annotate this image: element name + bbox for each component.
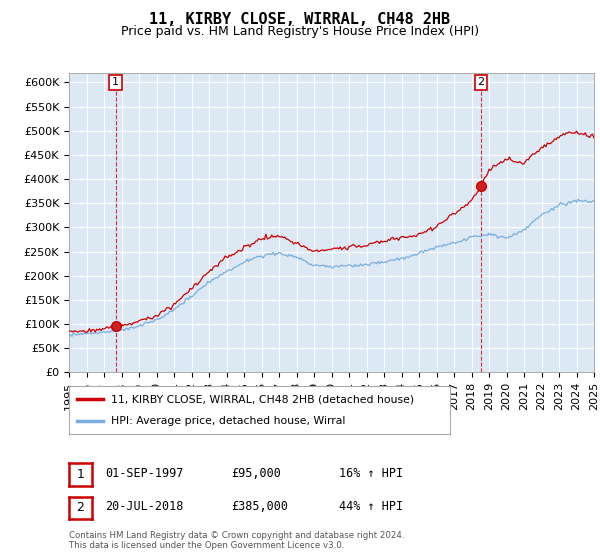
- Text: Price paid vs. HM Land Registry's House Price Index (HPI): Price paid vs. HM Land Registry's House …: [121, 25, 479, 38]
- Text: 11, KIRBY CLOSE, WIRRAL, CH48 2HB (detached house): 11, KIRBY CLOSE, WIRRAL, CH48 2HB (detac…: [111, 394, 414, 404]
- Text: 11, KIRBY CLOSE, WIRRAL, CH48 2HB: 11, KIRBY CLOSE, WIRRAL, CH48 2HB: [149, 12, 451, 27]
- Text: 2: 2: [478, 77, 485, 87]
- Text: 01-SEP-1997: 01-SEP-1997: [105, 466, 184, 480]
- Text: 20-JUL-2018: 20-JUL-2018: [105, 500, 184, 514]
- Text: 1: 1: [112, 77, 119, 87]
- Text: 1: 1: [76, 468, 85, 481]
- Text: £95,000: £95,000: [231, 466, 281, 480]
- Text: Contains HM Land Registry data © Crown copyright and database right 2024.
This d: Contains HM Land Registry data © Crown c…: [69, 530, 404, 550]
- Text: 44% ↑ HPI: 44% ↑ HPI: [339, 500, 403, 514]
- Text: 2: 2: [76, 501, 85, 515]
- Text: HPI: Average price, detached house, Wirral: HPI: Average price, detached house, Wirr…: [111, 416, 345, 426]
- Text: 16% ↑ HPI: 16% ↑ HPI: [339, 466, 403, 480]
- Text: £385,000: £385,000: [231, 500, 288, 514]
